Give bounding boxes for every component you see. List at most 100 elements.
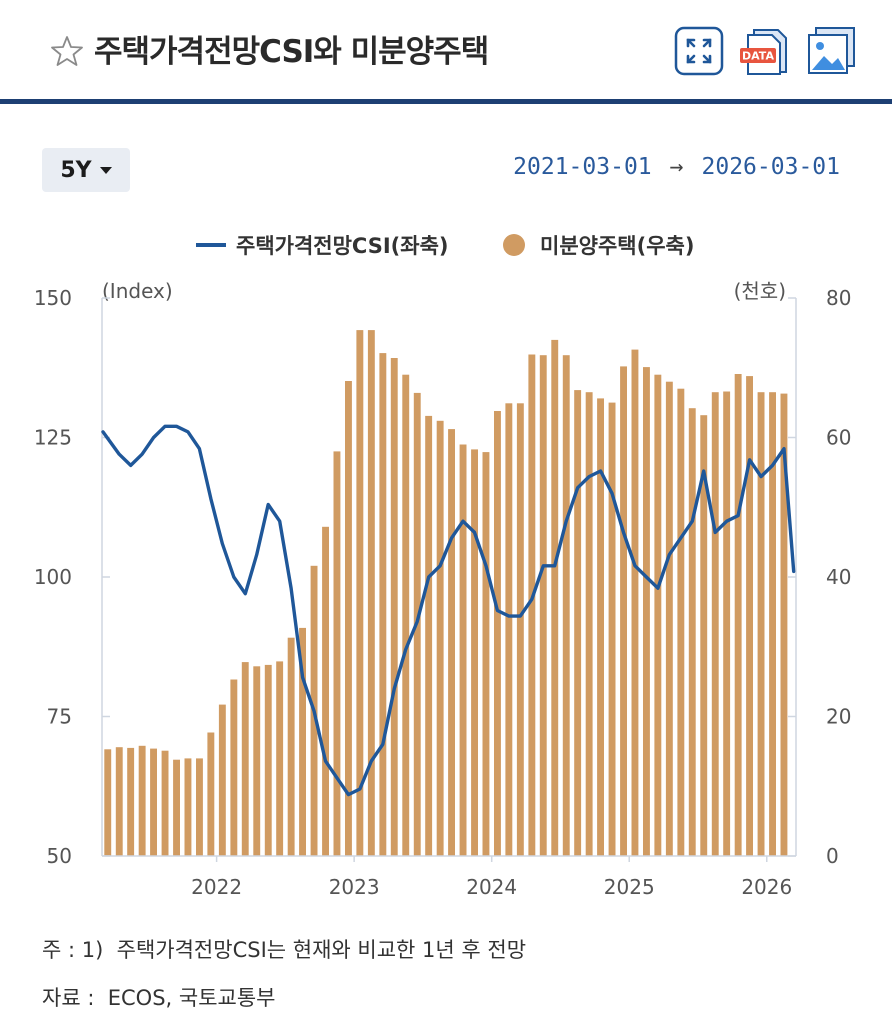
left-tick-label: 75 xyxy=(47,705,72,729)
period-select-button[interactable]: 5Y xyxy=(42,148,130,192)
right-tick-label: 40 xyxy=(826,565,851,589)
bar xyxy=(677,388,685,856)
left-axis-unit: (Index) xyxy=(102,279,173,303)
bar xyxy=(333,451,341,856)
svg-text:DATA: DATA xyxy=(742,50,774,63)
x-tick-label: 2025 xyxy=(604,875,655,899)
bar xyxy=(264,664,272,856)
bar xyxy=(161,750,169,856)
combo-chart: 주택가격전망CSI(좌축) 미분양주택(우축) (Index) (천호) 150… xyxy=(34,234,852,899)
bar xyxy=(390,358,398,856)
bar xyxy=(436,420,444,856)
bar xyxy=(574,390,582,856)
legend-bar-swatch xyxy=(503,234,525,256)
bar xyxy=(138,745,146,856)
bar xyxy=(620,366,627,856)
arrow-right-icon: → xyxy=(669,154,684,180)
bar-series xyxy=(104,330,788,857)
bar xyxy=(425,415,433,856)
data-download-icon[interactable]: DATA xyxy=(738,26,788,76)
x-tick-label: 2026 xyxy=(741,875,792,899)
date-end[interactable]: 2026-03-01 xyxy=(701,154,840,180)
bar xyxy=(585,392,593,856)
bar xyxy=(322,526,329,856)
bar xyxy=(665,381,673,856)
bar xyxy=(769,392,776,856)
bar xyxy=(654,374,662,856)
bar xyxy=(379,353,387,856)
bar xyxy=(367,330,375,857)
x-tick-label: 2023 xyxy=(329,875,380,899)
bar xyxy=(494,411,501,856)
bar xyxy=(196,758,203,856)
bar xyxy=(528,354,536,856)
bar xyxy=(276,661,284,856)
bar xyxy=(253,666,261,856)
bar xyxy=(448,429,455,856)
x-tick-label: 2022 xyxy=(191,875,242,899)
bar xyxy=(516,403,524,856)
bar xyxy=(345,381,352,856)
bar xyxy=(184,758,192,856)
bar xyxy=(241,662,249,856)
bar xyxy=(482,452,490,856)
fullscreen-icon[interactable] xyxy=(674,26,724,76)
bar xyxy=(780,393,788,856)
right-axis-unit: (천호) xyxy=(734,279,786,303)
legend-line-label: 주택가격전망CSI(좌축) xyxy=(236,234,449,258)
csi-line xyxy=(101,424,796,797)
bar xyxy=(115,747,123,856)
source-note: 자료 : ECOS, 국토교통부 xyxy=(42,986,276,1010)
bar xyxy=(711,392,719,856)
left-tick-label: 150 xyxy=(34,286,72,310)
right-tick-label: 0 xyxy=(826,844,839,868)
bar xyxy=(230,679,238,856)
bar xyxy=(643,367,650,856)
bar xyxy=(356,330,364,857)
bar xyxy=(287,637,295,856)
bar xyxy=(539,355,547,856)
bar xyxy=(104,749,112,856)
period-label: 5Y xyxy=(60,157,92,183)
footnote: 주 : 1) 주택가격전망CSI는 현재와 비교한 1년 후 전망 xyxy=(42,938,527,962)
right-tick-label: 20 xyxy=(826,705,851,729)
bar xyxy=(207,732,215,856)
right-tick-label: 60 xyxy=(826,426,851,450)
bar xyxy=(299,627,306,856)
bar xyxy=(734,374,742,856)
bar xyxy=(150,748,157,856)
bar xyxy=(608,402,616,856)
chart-title: 주택가격전망CSI와 미분양주택 xyxy=(94,34,489,70)
left-tick-label: 100 xyxy=(34,565,72,589)
image-download-icon[interactable] xyxy=(806,26,856,76)
bar xyxy=(746,376,753,856)
chart-header: 주택가격전망CSI와 미분양주택 DATA xyxy=(0,0,892,104)
bar xyxy=(218,704,226,856)
bar xyxy=(551,339,559,856)
right-tick-label: 80 xyxy=(826,286,851,310)
date-range: 2021-03-01 → 2026-03-01 xyxy=(513,154,840,180)
date-start[interactable]: 2021-03-01 xyxy=(513,154,652,180)
bar xyxy=(631,349,639,856)
bar xyxy=(471,449,478,856)
star-icon[interactable] xyxy=(50,34,84,68)
left-tick-label: 50 xyxy=(47,844,72,868)
bar xyxy=(562,355,570,856)
bar xyxy=(402,374,410,856)
line-series xyxy=(101,424,796,797)
bar xyxy=(700,415,708,856)
bar xyxy=(723,391,731,856)
bar xyxy=(173,759,180,856)
left-tick-label: 125 xyxy=(34,426,72,450)
bar xyxy=(757,392,765,856)
legend-bar-label: 미분양주택(우축) xyxy=(540,234,694,258)
legend: 주택가격전망CSI(좌축) 미분양주택(우축) xyxy=(196,234,694,258)
x-tick-label: 2024 xyxy=(466,875,517,899)
axes: 150 125 100 75 50 80 60 40 20 0 2022 2023 2024 2025 20… xyxy=(34,286,852,899)
bar xyxy=(127,747,135,856)
caret-down-icon xyxy=(99,166,112,174)
bar xyxy=(459,444,467,856)
bar xyxy=(505,403,513,856)
bar xyxy=(688,408,696,856)
bar xyxy=(597,398,604,856)
